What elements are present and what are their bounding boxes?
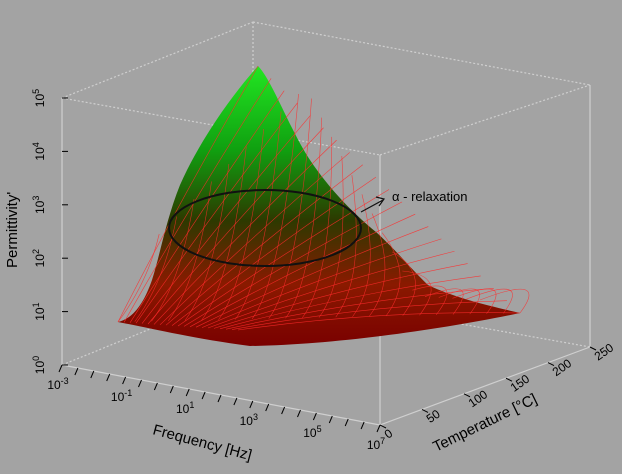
mesh-line [237,312,521,331]
x-tick-mark [90,370,95,379]
x-tick-mark [217,394,222,403]
mesh-line [381,232,401,317]
mesh-line [184,163,230,321]
mesh-line [225,288,494,330]
y-tick-label: 250 [592,340,617,363]
x-tick-mark [169,385,174,394]
mesh-line [201,146,247,321]
mesh-line [402,270,432,316]
mesh-line [412,285,448,316]
y-tick-mark [463,393,471,398]
x-tick-mark [138,379,142,388]
x-tick-mark [297,409,301,418]
mesh-line [189,213,416,328]
mesh-line [452,288,497,314]
z-tick-label: 104 [31,142,47,160]
mesh-line [117,65,259,323]
y-tick-mark [505,377,513,382]
annotation-arrowhead [375,196,386,207]
z-tick-label: 102 [31,249,47,267]
mesh-line [168,181,212,322]
mesh-line [268,98,312,319]
x-tick-label: 107 [367,436,385,452]
mesh-line [285,117,322,319]
mesh-line [207,250,455,329]
x-tick-label: 10-3 [47,376,68,392]
x-tick-mark [233,397,238,406]
mesh-line [235,111,282,320]
mesh-line [218,128,264,320]
mesh-line [369,213,386,317]
x-tick-mark [265,403,270,412]
mesh-line [117,233,160,323]
x-tick-mark [185,388,190,397]
y-tick-label: 150 [508,372,533,395]
x-tick-label: 10-1 [111,388,132,404]
relaxation-ellipse [168,189,362,267]
mesh-line [134,216,177,322]
mesh-line [335,175,357,318]
y-tick-mark [589,346,597,351]
x-tick-mark [376,424,381,433]
mesh-line [466,288,513,314]
mesh-line [251,93,299,320]
mesh-line [135,102,298,324]
mesh-line [159,152,350,326]
z-tick-label: 105 [31,89,47,107]
x-tick-mark [106,373,111,382]
mesh-line [392,251,416,316]
x-tick-label: 101 [176,400,194,416]
relaxation-label: α - relaxation [392,189,467,204]
x-tick-mark [281,406,286,415]
x-tick-mark [58,364,63,373]
mesh-line [153,139,337,325]
x-tick-mark [74,367,79,376]
mesh-line [201,238,442,328]
mesh-line [151,198,195,322]
y-tick-label: 100 [466,387,491,410]
mesh-line [318,155,344,318]
x-tick-mark [328,415,333,424]
mesh-line [352,194,371,317]
surface-fill [118,66,520,346]
y-tick-label: 50 [424,407,443,426]
y-tick-mark [421,408,429,413]
x-tick-mark [201,391,206,400]
mesh-line [171,176,377,326]
mesh-line [438,288,480,315]
mesh-line [183,201,403,327]
y-tick-mark [379,424,387,429]
x-tick-mark [122,376,127,385]
y-tick-mark [547,362,555,367]
z-tick-label: 101 [31,302,47,320]
surface-mesh [117,65,530,331]
mesh-line [213,263,468,329]
mesh-line [479,288,530,314]
mesh-line [219,275,481,330]
x-tick-mark [360,421,365,430]
mesh-line [302,136,333,319]
x-tick-label: 103 [240,412,258,428]
z-tick-label: 100 [31,356,47,374]
mesh-line [147,127,324,325]
mesh-line [231,300,507,330]
x-tick-label: 105 [303,424,321,440]
annotation-arrow [360,199,384,213]
z-tick-label: 103 [31,196,47,214]
x-tick-mark [312,412,317,421]
mesh-line [177,189,390,327]
mesh-line [195,226,429,328]
mesh-line [129,90,285,323]
mesh-line [141,115,311,324]
z-axis-title: Permittivity' [4,192,21,268]
x-tick-mark [344,418,349,427]
x-axis-title: Frequency [Hz] [151,421,254,464]
x-tick-mark [249,400,254,409]
y-tick-label: 200 [550,356,575,379]
x-tick-mark [153,382,158,391]
